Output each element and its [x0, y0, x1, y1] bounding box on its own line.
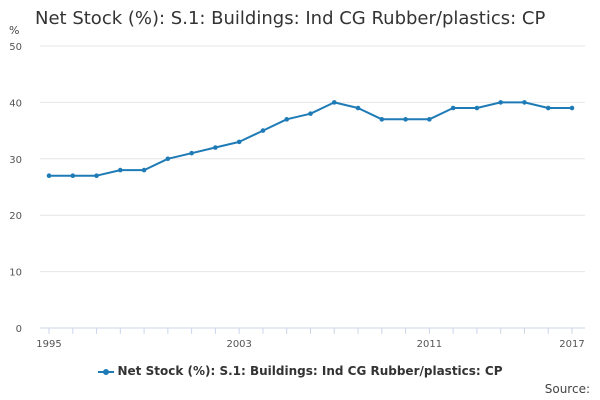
data-point-2015[interactable] — [522, 100, 527, 105]
data-point-2009[interactable] — [379, 117, 385, 122]
y-axis-unit-label: % — [9, 24, 20, 37]
x-tick-label-1995: 1995 — [36, 339, 61, 350]
x-tick-label-2011: 2011 — [417, 339, 442, 350]
data-point-2007[interactable] — [331, 100, 337, 105]
data-point-1998[interactable] — [118, 167, 123, 173]
y-tick-label-20: 20 — [9, 211, 22, 222]
data-point-2014[interactable] — [498, 100, 503, 105]
data-point-2003[interactable] — [236, 139, 242, 145]
y-tick-label-40: 40 — [9, 98, 22, 109]
data-point-2001[interactable] — [189, 150, 194, 156]
gridlines — [40, 45, 585, 273]
data-point-2004[interactable] — [260, 128, 266, 133]
y-tick-label-50: 50 — [9, 42, 22, 53]
y-axis-tick-labels: 0 10 20 30 40 50 — [9, 42, 22, 335]
x-axis-tick-labels: 1995 2003 2011 2017 — [36, 339, 584, 350]
chart-title: Net Stock (%): S.1: Buildings: Ind CG Ru… — [35, 8, 546, 29]
y-tick-label-30: 30 — [9, 155, 22, 166]
legend-series-label: Net Stock (%): S.1: Buildings: Ind CG Ru… — [117, 364, 503, 378]
x-tick-label-2017: 2017 — [559, 339, 584, 350]
data-point-1999[interactable] — [141, 167, 147, 173]
data-point-2000[interactable] — [165, 156, 171, 162]
data-point-2005[interactable] — [284, 117, 290, 122]
data-point-2008[interactable] — [355, 105, 361, 111]
data-point-2017[interactable] — [569, 105, 575, 111]
data-point-2006[interactable] — [308, 111, 313, 116]
data-point-1997[interactable] — [94, 173, 99, 179]
series-net-stock[interactable] — [46, 100, 575, 179]
data-point-2016[interactable] — [545, 105, 551, 111]
source-label: Source: — [544, 382, 590, 396]
data-point-2013[interactable] — [474, 105, 480, 111]
data-point-1995[interactable] — [46, 173, 52, 179]
x-tick-label-2003: 2003 — [226, 339, 251, 350]
legend-line-marker-icon — [97, 368, 114, 375]
data-point-2010[interactable] — [403, 117, 408, 122]
y-tick-label-0: 0 — [16, 324, 22, 335]
data-point-1996[interactable] — [70, 173, 76, 179]
data-point-2002[interactable] — [213, 145, 218, 150]
y-tick-label-10: 10 — [9, 268, 22, 279]
x-axis — [40, 327, 585, 334]
data-point-2011[interactable] — [427, 117, 432, 122]
data-point-2012[interactable] — [450, 105, 456, 111]
legend[interactable]: Net Stock (%): S.1: Buildings: Ind CG Ru… — [0, 364, 600, 378]
